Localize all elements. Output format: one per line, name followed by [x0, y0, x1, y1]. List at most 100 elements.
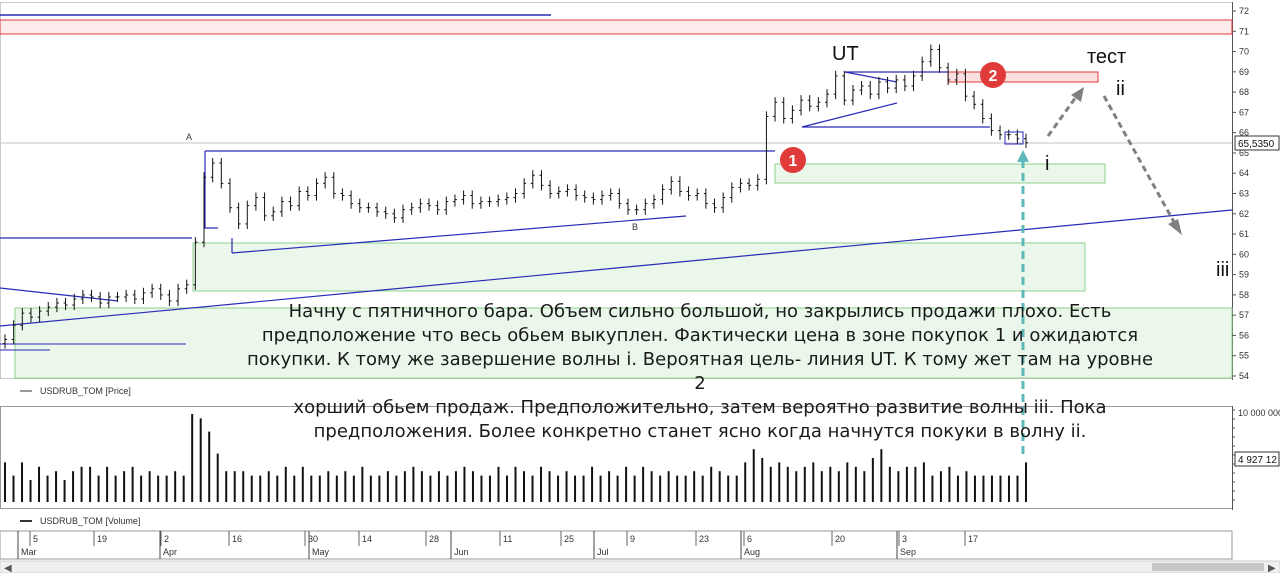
forecast-arrow-ii [1046, 96, 1078, 137]
time-tick-label: 20 [835, 534, 845, 544]
price-bar [539, 170, 544, 191]
price-bar [954, 68, 959, 86]
price-bar [470, 190, 475, 209]
price-tick-label: 72 [1239, 6, 1249, 16]
month-tick-label: May [312, 547, 330, 557]
price-bar [868, 80, 873, 100]
price-bar [150, 283, 155, 298]
price-bar [202, 172, 207, 248]
price-bar [530, 170, 535, 189]
guide-arrowhead [1017, 150, 1029, 162]
price-bar [444, 196, 449, 215]
price-bar [617, 188, 622, 209]
price-bar [790, 105, 795, 124]
month-tick-label: Sep [900, 547, 916, 557]
price-bar [504, 192, 509, 205]
volume-tag-box [1234, 451, 1280, 467]
price-bar [651, 194, 656, 209]
marker-2-label: 2 [989, 68, 998, 85]
price-bar [1006, 129, 1011, 140]
price-tick-label: 69 [1239, 67, 1249, 77]
price-tick-label: 55 [1239, 351, 1249, 361]
price-bar [496, 194, 501, 207]
price-bar [262, 192, 267, 221]
time-tick-label: 17 [968, 534, 978, 544]
price-bar [937, 44, 942, 73]
price-bar [677, 176, 682, 197]
month-tick-label: Aug [744, 547, 760, 557]
price-bar [46, 301, 51, 317]
price-bar [816, 97, 821, 112]
price-bar [253, 192, 258, 211]
price-bar [28, 308, 33, 323]
time-tick-label: 16 [232, 534, 242, 544]
price-bar [435, 200, 440, 215]
price-bar [565, 184, 570, 197]
price-tick-label: 70 [1239, 47, 1249, 57]
time-axis-ticks: 5 19 2 16 30 14 28 11 25 9 23 6 20 3 17 Mar Apr May Jun Jul… [17, 531, 978, 559]
current-bar-box [1004, 131, 1024, 145]
scrollbar-thumb[interactable] [1152, 563, 1264, 571]
price-tick-label: 61 [1239, 229, 1249, 239]
green-zone-mid [192, 242, 1086, 292]
scroll-right-icon[interactable]: ▶ [1268, 563, 1276, 574]
bracket-A [204, 151, 218, 229]
price-bar [349, 190, 354, 209]
time-tick-label: 6 [747, 534, 752, 544]
scroll-left-icon[interactable]: ◀ [4, 563, 12, 574]
marker-1 [780, 147, 806, 173]
price-bar [210, 158, 215, 183]
price-bar [487, 196, 492, 207]
price-bar [764, 111, 769, 185]
price-bar [582, 190, 587, 203]
price-bar [89, 289, 94, 302]
price-tick-label: 56 [1239, 330, 1249, 340]
time-tick-label: 2 [164, 534, 169, 544]
price-bar [383, 206, 388, 219]
price-tick-label: 58 [1239, 290, 1249, 300]
trendline-left-down [0, 287, 119, 302]
time-tick-label: 23 [699, 534, 709, 544]
price-bar [824, 89, 829, 108]
time-tick-label: 28 [429, 534, 439, 544]
price-bar [132, 289, 137, 305]
price-tick-label: 62 [1239, 209, 1249, 219]
green-zone-1 [774, 163, 1106, 184]
price-bar [522, 178, 527, 199]
price-bar [773, 97, 778, 122]
price-bar [288, 196, 293, 211]
price-bar [3, 334, 7, 349]
price-bar [600, 190, 605, 205]
price-bar [314, 178, 319, 201]
price-bars [3, 44, 1028, 349]
time-axis [0, 530, 1233, 560]
price-tag: 65,5350 [1238, 139, 1275, 150]
forecast-arrow-iii [1102, 95, 1176, 223]
price-bar [850, 85, 855, 106]
price-axis-ticks: 72 71 70 69 68 67 66 65 64 63 62 61 60 59 58 57 56 55 54 [1232, 6, 1249, 381]
label-test: тест [1087, 46, 1126, 68]
volume-panel-frame [0, 406, 1233, 509]
price-bar [124, 289, 129, 302]
forecast-arrowhead-ii [1071, 87, 1084, 102]
trendline-UT-1 [844, 71, 898, 83]
volume-axis-ticks [1232, 409, 1235, 501]
price-bar [686, 186, 691, 201]
price-tick-label: 66 [1239, 128, 1249, 138]
price-bar [1024, 133, 1028, 148]
price-bar [548, 180, 553, 199]
horizontal-scrollbar[interactable] [0, 560, 1280, 574]
price-bar [781, 97, 786, 124]
time-tick-label: 11 [503, 534, 512, 544]
red-zone-2 [947, 71, 1099, 83]
price-legend: USDRUB_TOM [Price] [40, 386, 131, 396]
price-bar [401, 204, 406, 223]
price-bar [625, 198, 630, 215]
price-bar [452, 194, 457, 207]
price-bar [911, 70, 916, 92]
price-bar [271, 206, 276, 221]
time-tick-label: 3 [902, 534, 907, 544]
price-bar [37, 306, 42, 323]
price-bar [245, 200, 250, 229]
